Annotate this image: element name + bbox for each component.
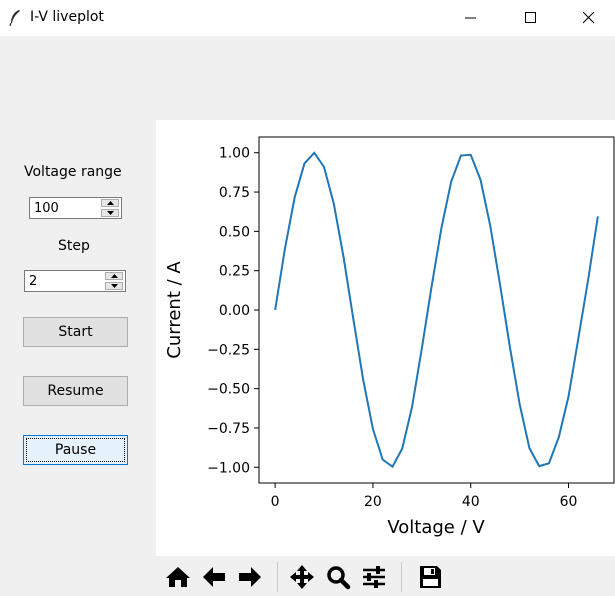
y-axis-label: Current / A (164, 261, 185, 359)
zoom-icon (327, 566, 351, 590)
feather-icon (8, 9, 22, 27)
pause-button[interactable]: Pause (23, 435, 128, 465)
x-tick-label: 20 (364, 494, 382, 510)
voltage-range-value[interactable]: 100 (34, 201, 59, 216)
y-tick-label: −0.75 (207, 421, 250, 437)
step-label: Step (58, 238, 90, 254)
back-button[interactable] (198, 561, 230, 593)
zoom-button[interactable] (322, 561, 354, 593)
minimize-icon (465, 17, 476, 19)
x-tick-label: 40 (462, 494, 480, 510)
start-button[interactable]: Start (23, 317, 128, 347)
step-value[interactable]: 2 (29, 274, 38, 289)
arrow-up-icon (107, 201, 114, 205)
save-icon (420, 566, 441, 588)
maximize-button[interactable] (508, 0, 554, 36)
y-tick-label: 1.00 (219, 146, 250, 162)
axes-frame (258, 136, 615, 484)
y-tick-label: −1.00 (207, 460, 250, 476)
home-icon (166, 567, 190, 587)
x-tick-label: 0 (271, 494, 280, 510)
title-bar: I-V liveplot (0, 0, 615, 36)
configure-subplots-button[interactable] (358, 561, 390, 593)
arrow-up-icon (111, 274, 118, 278)
voltage-range-spinbox[interactable]: 100 (29, 197, 122, 219)
home-button[interactable] (162, 561, 194, 593)
voltage-range-down-button[interactable] (101, 209, 119, 217)
series-line (274, 151, 599, 469)
arrow-down-icon (111, 284, 118, 288)
resume-button[interactable]: Resume (23, 376, 128, 406)
step-spinbox[interactable]: 2 (24, 270, 126, 292)
iv-chart: 1.00 0.75 0.50 0.25 0.00 −0.25 −0.50 −0.75 −1.00… (164, 136, 615, 538)
toolbar-separator (401, 562, 402, 592)
y-tick-label: −0.50 (207, 382, 250, 398)
pan-icon (290, 565, 314, 589)
configure-subplots-icon (363, 566, 385, 588)
back-icon (203, 567, 225, 587)
toolbar-separator (277, 562, 278, 592)
x-tick-label: 60 (560, 494, 578, 510)
window-title: I-V liveplot (30, 9, 104, 25)
navigation-toolbar (156, 556, 615, 596)
y-tick-label: 0.50 (219, 224, 250, 240)
arrow-down-icon (107, 211, 114, 215)
close-button[interactable] (566, 0, 612, 36)
voltage-range-up-button[interactable] (101, 199, 119, 207)
step-up-button[interactable] (105, 272, 123, 280)
forward-button[interactable] (234, 561, 266, 593)
step-down-button[interactable] (105, 282, 123, 290)
minimize-button[interactable] (448, 0, 494, 36)
y-tick-label: −0.25 (207, 342, 250, 358)
y-tick-label: 0.75 (219, 185, 250, 201)
close-icon (583, 12, 595, 24)
pan-button[interactable] (286, 561, 318, 593)
x-axis-label: Voltage / V (387, 517, 485, 538)
forward-icon (239, 567, 261, 587)
voltage-range-label: Voltage range (24, 164, 122, 180)
y-tick-label: 0.25 (219, 264, 250, 280)
save-button[interactable] (414, 561, 446, 593)
y-tick-label: 0.00 (219, 303, 250, 319)
maximize-icon (525, 12, 536, 23)
plot-figure[interactable]: 1.00 0.75 0.50 0.25 0.00 −0.25 −0.50 −0.75 −1.00… (156, 120, 615, 556)
